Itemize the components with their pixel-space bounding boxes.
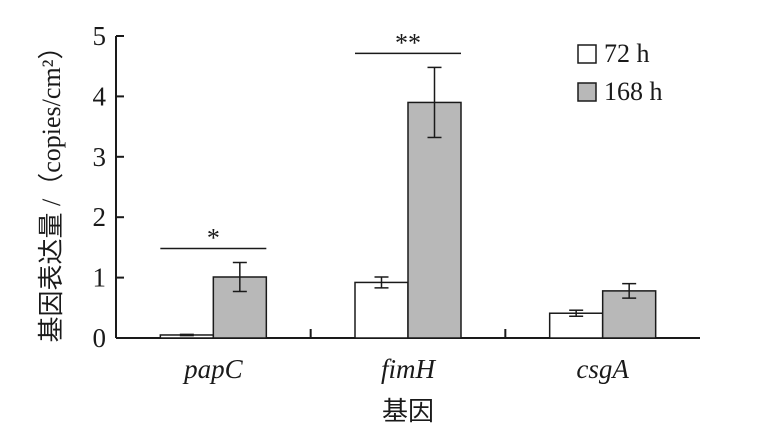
y-tick-label: 1 bbox=[93, 263, 107, 293]
y-tick-label: 3 bbox=[93, 142, 107, 172]
legend: 72 h 168 h bbox=[577, 39, 663, 106]
x-tick-label: csgA bbox=[576, 354, 629, 384]
y-tick-label: 5 bbox=[93, 21, 107, 51]
y-tick-label: 2 bbox=[93, 202, 107, 232]
bars bbox=[159, 101, 657, 339]
significance-markers: *** bbox=[160, 28, 461, 253]
significance-label: ** bbox=[395, 28, 421, 57]
legend-label: 168 h bbox=[604, 77, 663, 106]
x-tick-label: papC bbox=[182, 354, 244, 384]
y-tick-label: 0 bbox=[93, 323, 107, 353]
legend-label: 72 h bbox=[604, 39, 650, 68]
significance-label: * bbox=[207, 224, 220, 253]
error-bars bbox=[179, 66, 637, 337]
y-tick-label: 4 bbox=[93, 81, 107, 111]
x-axis: papC fimH csgA bbox=[116, 329, 700, 384]
legend-swatch-168h bbox=[577, 82, 597, 102]
legend-swatch-72h bbox=[577, 44, 597, 64]
y-axis: 0 1 2 3 4 5 bbox=[93, 21, 124, 353]
bar-csgA-72h bbox=[548, 312, 604, 339]
x-axis-title: 基因 bbox=[382, 397, 434, 426]
bar-fimH-72h bbox=[354, 281, 409, 339]
y-axis-title: 基因表达量 /（copies/cm²） bbox=[37, 34, 66, 343]
x-tick-label: fimH bbox=[381, 354, 437, 384]
